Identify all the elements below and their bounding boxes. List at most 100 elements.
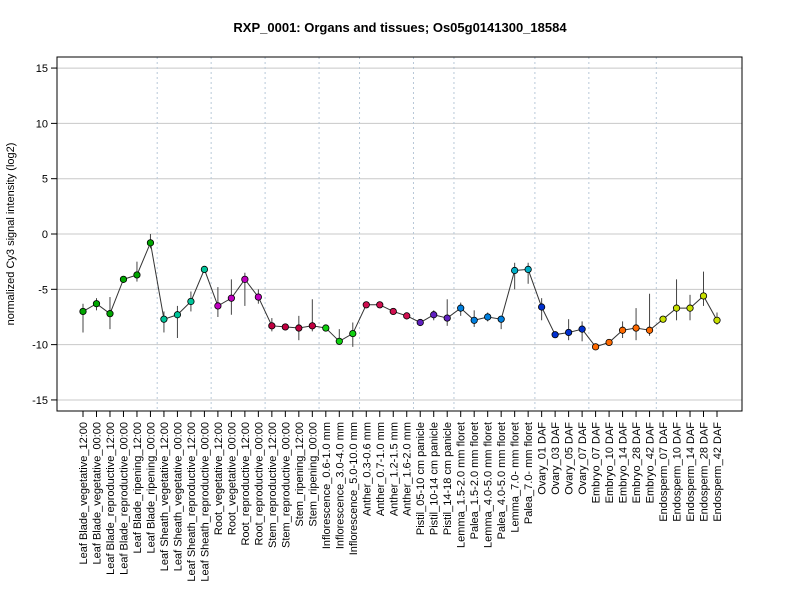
data-point [632,324,640,332]
x-tick-label: Anther_1.6-2.0 mm [402,422,414,516]
data-point [645,326,654,334]
x-tick-label: Stem_reproductive_00:00 [280,422,292,548]
x-tick-label: Ovary_05 DAF [564,422,576,495]
data-point [227,294,235,302]
x-tick-label: Embryo_42 DAF [645,422,657,504]
data-point [308,322,316,330]
x-tick-label: Root_reproductive_00:00 [253,422,265,546]
data-point [659,315,667,323]
x-tick-label: Anther_1.2-1.5 mm [388,422,400,516]
data-point [443,314,451,322]
x-tick-label: Pistil_05-10 cm panicle [415,422,427,535]
grid [57,67,742,401]
y-tick-label: -10 [32,340,48,352]
x-tick-label: Endosperm_07 DAF [658,422,670,522]
y-tick-label: 10 [36,118,48,130]
y-tick-label: 5 [42,174,48,186]
data-points [79,239,721,351]
x-tick-label: Ovary_01 DAF [537,422,549,495]
data-point [686,304,694,312]
x-tick-label: Endosperm_42 DAF [712,422,724,522]
x-tick-label: Root_reproductive_12:00 [240,422,252,546]
x-tick-label: Leaf Blade_ripening_12:00 [132,422,144,554]
y-tick-label: -15 [32,395,48,407]
data-point [538,303,546,311]
data-point [457,304,465,312]
data-point [200,265,209,273]
x-tick-label: Leaf Sheath_reproductive_12:00 [186,422,198,582]
x-tick-label: Stem_reproductive_12:00 [267,422,279,548]
x-tick-label: Anther_0.7-1.0 mm [375,422,387,516]
x-tick-label: Endosperm_10 DAF [672,422,684,522]
x-tick-label: Embryo_07 DAF [591,422,603,504]
x-tick-label: Root_vegetative_12:00 [213,422,225,535]
x-tick-label: Stem_ripening_00:00 [307,422,319,527]
data-point [403,312,411,320]
x-tick-label: Ovary_03 DAF [550,422,562,495]
x-tick-label: Palea_1.5-2.0 mm floret [469,422,481,539]
data-point [699,292,708,300]
data-point [578,325,586,333]
x-tick-label: Embryo_14 DAF [618,422,630,504]
x-tick-label: Pistil_10-14 cm panicle [429,422,441,535]
y-tick-label: 0 [42,229,48,241]
x-tick-label: Leaf Blade_reproductive_12:00 [105,422,117,575]
data-point [106,310,114,318]
x-tick-label: Lemma_1.5-2.0 mm floret [456,422,468,548]
data-point [133,271,141,279]
data-point [551,331,559,339]
data-point [484,313,492,321]
x-tick-label: Pistil_14-18 cm panicle [442,422,454,535]
data-point [565,328,573,337]
data-point [254,293,262,301]
data-point [524,265,532,273]
data-point [672,304,681,312]
data-point [79,307,87,316]
data-point [591,343,600,351]
x-tick-label: Leaf Sheath_vegetative_00:00 [172,422,184,571]
x-axis: Leaf Blade_vegetative_12:00 Leaf Blade_ve… [78,411,724,582]
x-tick-label: Endosperm_14 DAF [685,422,697,522]
data-point [173,311,182,319]
x-tick-label: Endosperm_28 DAF [699,422,711,522]
x-tick-label: Leaf Blade_vegetative_12:00 [78,422,90,565]
data-point [511,266,519,275]
x-tick-label: Inflorescence_5.0-10.0 mm [348,422,360,555]
data-point [92,300,101,308]
x-tick-label: Anther_0.3-0.6 mm [361,422,373,516]
x-tick-label: Stem_ripening_12:00 [294,422,306,527]
x-tick-label: Leaf Sheath_vegetative_12:00 [159,422,171,571]
data-point [362,301,370,309]
x-tick-label: Leaf Blade_vegetative_00:00 [91,422,103,565]
x-tick-label: Inflorescence_3.0-4.0 mm [334,422,346,549]
x-tick-label: Leaf Blade_reproductive_00:00 [118,422,130,575]
y-tick-label: -5 [38,284,48,296]
data-point [335,337,343,345]
data-point [281,323,289,331]
data-point [241,275,249,283]
data-point [605,338,613,347]
data-point [160,315,168,323]
data-point [322,324,330,332]
x-tick-label: Leaf Sheath_reproductive_00:00 [199,422,211,582]
data-point [416,318,424,327]
data-point [618,326,627,334]
x-tick-label: Embryo_28 DAF [631,422,643,504]
x-tick-label: Ovary_07 DAF [577,422,589,495]
data-point [214,302,222,310]
data-point [713,316,721,324]
data-point [187,297,195,306]
group-separators [156,57,657,411]
data-point [497,315,505,323]
x-tick-label: Embryo_10 DAF [604,422,616,504]
data-point [349,329,357,338]
data-point [430,311,438,319]
y-axis: -15 -10 -5 0 5 10 15 [32,63,57,407]
chart-title: RXP_0001: Organs and tissues; Os05g01413… [233,20,567,35]
data-point [268,322,276,330]
data-point [376,301,384,309]
data-point [119,275,128,283]
x-tick-label: Leaf Blade_ripening_00:00 [145,422,157,554]
x-tick-label: Root_vegetative_00:00 [226,422,238,535]
